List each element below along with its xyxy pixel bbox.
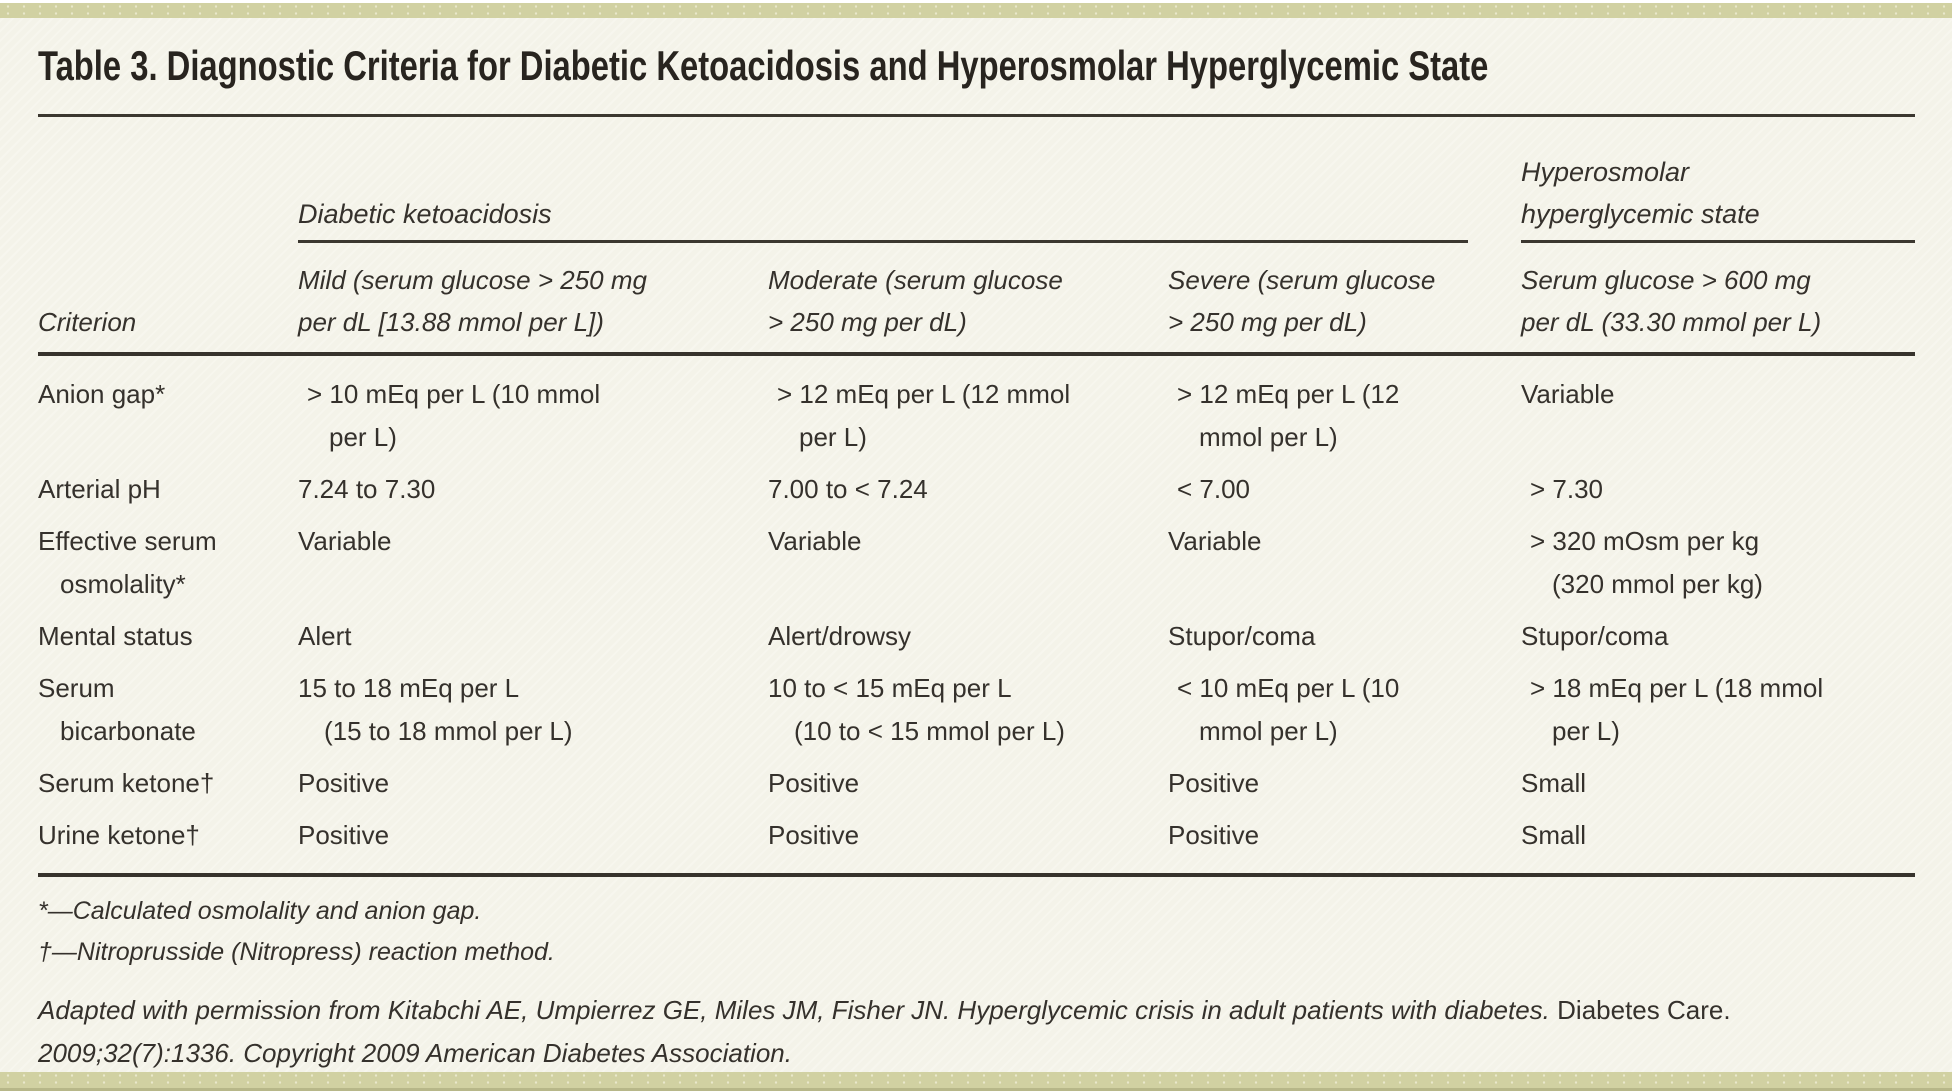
criterion-cell: Arterial pH	[38, 474, 161, 504]
value-cell-hhs: Small	[1521, 768, 1587, 798]
value-cell-moderate: Alert/drowsy	[768, 621, 912, 651]
value-cell-mild: 7.24 to 7.30	[298, 474, 436, 504]
value-cell-hhs: > 7.30	[1530, 474, 1604, 504]
title-rule	[38, 114, 1915, 117]
criterion-cell: Serum ketone†	[38, 768, 215, 798]
table-row: Mental status Alert Alert/drowsy Stupor/…	[38, 606, 1915, 658]
table-row: Urine ketone† Positive Positive Positive…	[38, 805, 1915, 857]
value-cell-mild: 15 to 18 mEq per L (15 to 18 mmol per L)	[298, 673, 573, 746]
footnote-asterisk: *—Calculated osmolality and anion gap.	[38, 897, 482, 925]
value-cell-severe: Variable	[1168, 526, 1262, 556]
value-cell-severe: < 10 mEq per L (10 mmol per L)	[1177, 673, 1400, 746]
table-row: Anion gap* > 10 mEq per L (10 mmol per L…	[38, 364, 1915, 459]
value-cell-hhs: > 18 mEq per L (18 mmol per L)	[1530, 673, 1824, 746]
criterion-cell: Effective serum osmolality*	[38, 526, 217, 599]
value-cell-hhs: Variable	[1521, 379, 1615, 409]
top-olive-band	[0, 3, 1952, 18]
column-header-severe: Severe (serum glucose > 250 mg per dL)	[1168, 265, 1436, 337]
table-title: Table 3. Diagnostic Criteria for Diabeti…	[38, 42, 1489, 89]
column-header-mild: Mild (serum glucose > 250 mg per dL [13.…	[298, 265, 647, 337]
top-edge-strip	[0, 0, 1952, 3]
credit-line: Adapted with permission from Kitabchi AE…	[38, 973, 1915, 1075]
credit-text-1: Adapted with permission from Kitabchi AE…	[38, 995, 1550, 1025]
value-cell-moderate: Positive	[768, 768, 860, 798]
value-cell-severe: < 7.00	[1177, 474, 1251, 504]
column-header-hhs: Serum glucose > 600 mg per dL (33.30 mmo…	[1521, 265, 1822, 337]
value-cell-severe: Stupor/coma	[1168, 621, 1316, 651]
criterion-cell: Serum bicarbonate	[38, 673, 196, 746]
value-cell-hhs: Small	[1521, 820, 1587, 850]
criterion-cell: Urine ketone†	[38, 820, 200, 850]
table-row: Serum bicarbonate 15 to 18 mEq per L (15…	[38, 658, 1915, 753]
journal-name: Diabetes Care.	[1557, 995, 1731, 1025]
value-cell-hhs: > 320 mOsm per kg (320 mmol per kg)	[1530, 526, 1763, 599]
value-cell-moderate: Positive	[768, 820, 860, 850]
bottom-olive-band	[0, 1072, 1952, 1091]
column-header-row: Criterion Mild (serum glucose > 250 mg p…	[38, 243, 1915, 356]
footnote-dagger: †—Nitroprusside (Nitropress) reaction me…	[38, 938, 555, 966]
criterion-cell: Mental status	[38, 621, 193, 651]
group-header-hhs: Hyperosmolar hyperglycemic state	[1521, 151, 1915, 243]
value-cell-moderate: > 12 mEq per L (12 mmol per L)	[777, 379, 1071, 452]
value-cell-mild: Positive	[298, 768, 390, 798]
value-cell-mild: Positive	[298, 820, 390, 850]
value-cell-moderate: Variable	[768, 526, 862, 556]
value-cell-severe: Positive	[1168, 820, 1260, 850]
table-row: Serum ketone† Positive Positive Positive…	[38, 753, 1915, 805]
criterion-cell: Anion gap*	[38, 379, 166, 409]
group-header-row: Diabetic ketoacidosis Hyperosmolar hyper…	[38, 117, 1915, 243]
column-header-moderate: Moderate (serum glucose > 250 mg per dL)	[768, 265, 1063, 337]
value-cell-moderate: 10 to < 15 mEq per L (10 to < 15 mmol pe…	[768, 673, 1065, 746]
value-cell-severe: Positive	[1168, 768, 1260, 798]
table-figure: Table 3. Diagnostic Criteria for Diabeti…	[38, 0, 1915, 1075]
value-cell-mild: Variable	[298, 526, 392, 556]
table-row: Arterial pH 7.24 to 7.30 7.00 to < 7.24 …	[38, 459, 1915, 511]
value-cell-hhs: Stupor/coma	[1521, 621, 1669, 651]
value-cell-mild: > 10 mEq per L (10 mmol per L)	[307, 379, 601, 452]
column-header-criterion: Criterion	[38, 307, 137, 337]
table-body: Anion gap* > 10 mEq per L (10 mmol per L…	[38, 356, 1915, 877]
value-cell-moderate: 7.00 to < 7.24	[768, 474, 928, 504]
group-header-dka: Diabetic ketoacidosis	[298, 193, 1468, 243]
credit-text-2: 2009;32(7):1336. Copyright 2009 American…	[38, 1038, 792, 1068]
table-row: Effective serum osmolality* Variable Var…	[38, 511, 1915, 606]
value-cell-severe: > 12 mEq per L (12 mmol per L)	[1177, 379, 1400, 452]
value-cell-mild: Alert	[298, 621, 352, 651]
footnotes: *—Calculated osmolality and anion gap. †…	[38, 877, 1915, 973]
